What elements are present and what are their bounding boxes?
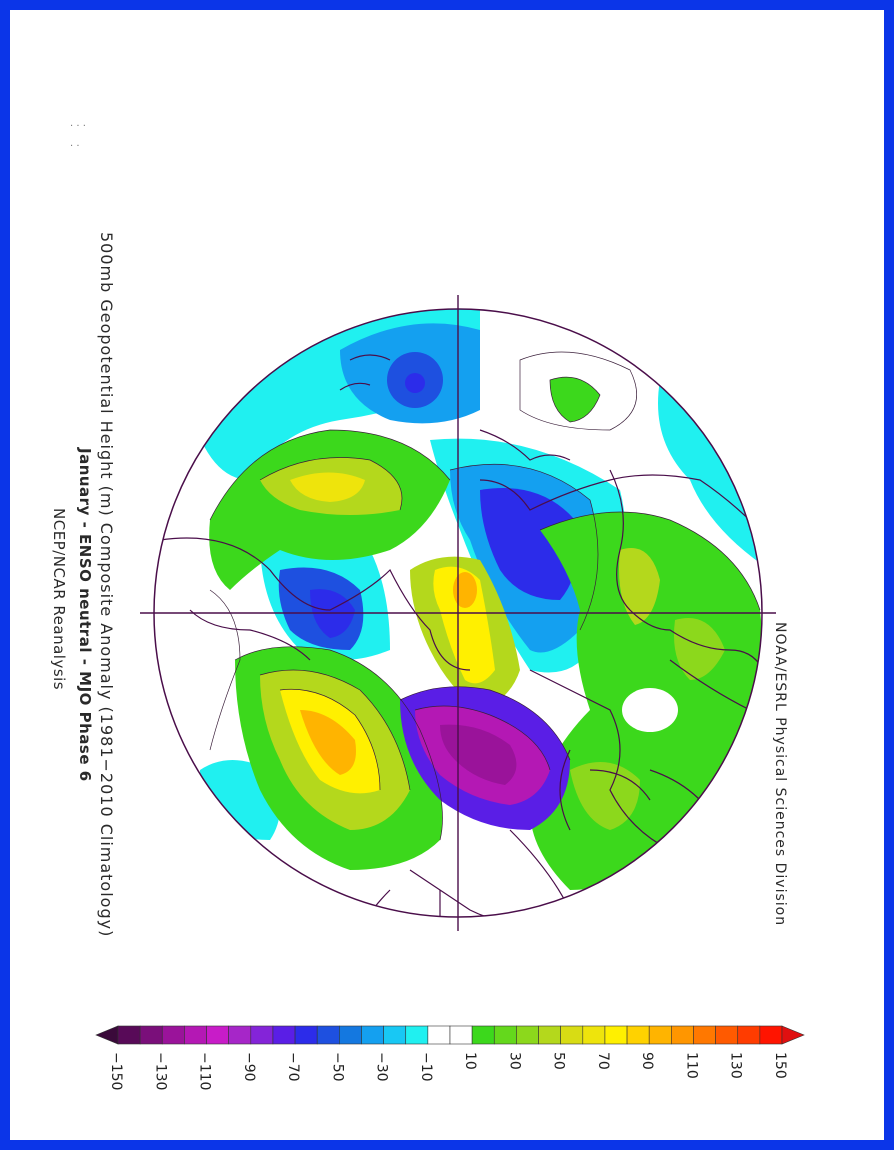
colorbar-cell	[449, 1025, 473, 1045]
figure-frame: . . .. .	[10, 10, 884, 1140]
colorbar-cell	[117, 1025, 141, 1045]
polar-anomaly-map	[140, 295, 776, 931]
colorbar-cell	[516, 1025, 539, 1045]
colorbar-cell	[671, 1025, 694, 1045]
colorbar-tick-label: 30	[506, 1052, 522, 1070]
colorbar-arrow-low	[95, 1025, 119, 1045]
colorbar-tick-label: −130	[152, 1052, 168, 1090]
colorbar-tick-label: 90	[639, 1052, 655, 1070]
colorbar-cell	[316, 1025, 340, 1045]
colorbar-cell	[626, 1025, 650, 1045]
colorbar-cell	[715, 1025, 739, 1045]
colorbar-cell	[250, 1025, 274, 1045]
colorbar-cell	[184, 1025, 207, 1045]
colorbar-cell	[759, 1025, 783, 1045]
colorbar-cell	[493, 1025, 517, 1045]
colorbar-tick-label: 10	[462, 1052, 478, 1070]
colorbar-tick-label: −150	[108, 1052, 124, 1090]
colorbar-cell	[737, 1025, 761, 1045]
colorbar-cell	[582, 1025, 606, 1045]
colorbar-cell	[604, 1025, 628, 1045]
colorbar-cell	[206, 1025, 229, 1045]
colorbar-cell	[228, 1025, 252, 1045]
colorbar-cell	[648, 1025, 672, 1045]
colorbar: −150 −130 −110 −90 −70 −50 −30 −10 10 30 50 70 90 110…	[95, 1025, 805, 1090]
colorbar-cell	[294, 1025, 318, 1045]
colorbar-cell	[538, 1025, 561, 1045]
colorbar-tick-label: 130	[728, 1052, 744, 1079]
colorbar-tick-label: −90	[241, 1052, 257, 1082]
colorbar-cell	[471, 1025, 495, 1045]
corner-marks: . . .. .	[70, 118, 86, 149]
map-boundary	[153, 308, 763, 918]
colorbar-cell	[427, 1025, 451, 1045]
colorbar-cell	[161, 1025, 185, 1045]
colorbar-cell	[361, 1025, 384, 1045]
colorbar-tick-label: 50	[551, 1052, 567, 1070]
colorbar-cell	[693, 1025, 716, 1045]
colorbar-arrow-high	[781, 1025, 805, 1045]
colorbar-cell	[383, 1025, 407, 1045]
colorbar-tick-label: 150	[772, 1052, 788, 1079]
colorbar-cell	[272, 1025, 296, 1045]
colorbar-tick-label: −70	[285, 1052, 301, 1082]
colorbar-tick-label: −110	[197, 1052, 213, 1090]
colorbar-tick-label: −50	[329, 1052, 345, 1082]
colorbar-cell	[405, 1025, 429, 1045]
colorbar-cell	[139, 1025, 163, 1045]
colorbar-tick-label: −10	[418, 1052, 434, 1082]
colorbar-tick-label: 110	[683, 1052, 699, 1079]
colorbar-cell	[339, 1025, 362, 1045]
colorbar-tick-label: −30	[374, 1052, 390, 1082]
colorbar-cell	[560, 1025, 584, 1045]
colorbar-tick-label: 70	[595, 1052, 611, 1070]
